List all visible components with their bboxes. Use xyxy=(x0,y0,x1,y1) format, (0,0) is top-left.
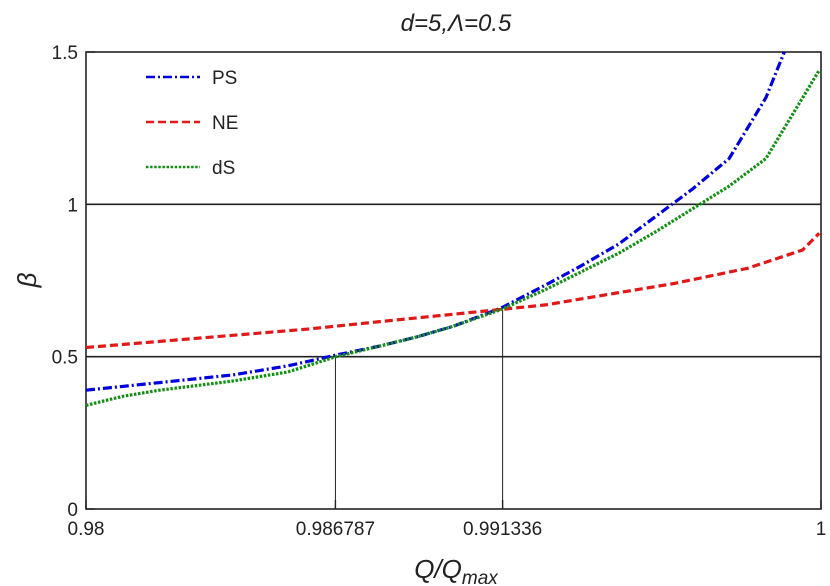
x-tick-label: 1 xyxy=(816,519,827,540)
y-tick-label: 0 xyxy=(67,500,78,521)
legend-label-ds: dS xyxy=(212,158,235,179)
legend-label-ne: NE xyxy=(212,113,238,134)
chart-title: d=5,Λ=0.5 xyxy=(401,10,512,37)
x-axis-label: Q/Qmax xyxy=(414,554,499,586)
series-line-ds xyxy=(85,69,821,407)
x-tick-label: 0.986787 xyxy=(296,519,375,540)
y-axis-label: β xyxy=(12,272,42,288)
legend: PS NE dS xyxy=(146,68,238,179)
x-tick-label: 0.98 xyxy=(68,519,105,540)
axis-ticks: 0.98 0.986787 0.991336 1 0 0.5 1 1.5 xyxy=(52,43,827,540)
plot-frame xyxy=(85,51,822,510)
x-axis-label-sub: max xyxy=(462,568,499,586)
y-tick-label: 0.5 xyxy=(52,348,78,369)
series-line-ne xyxy=(85,232,821,350)
series-line-ps xyxy=(85,51,786,392)
y-tick-label: 1.5 xyxy=(52,43,78,64)
series-lines xyxy=(85,51,821,407)
x-tick-label: 0.991336 xyxy=(463,519,542,540)
legend-label-ps: PS xyxy=(212,68,237,89)
y-tick-label: 1 xyxy=(67,195,78,216)
x-axis-label-main: Q/Q xyxy=(414,554,462,584)
reference-lines xyxy=(86,203,821,509)
